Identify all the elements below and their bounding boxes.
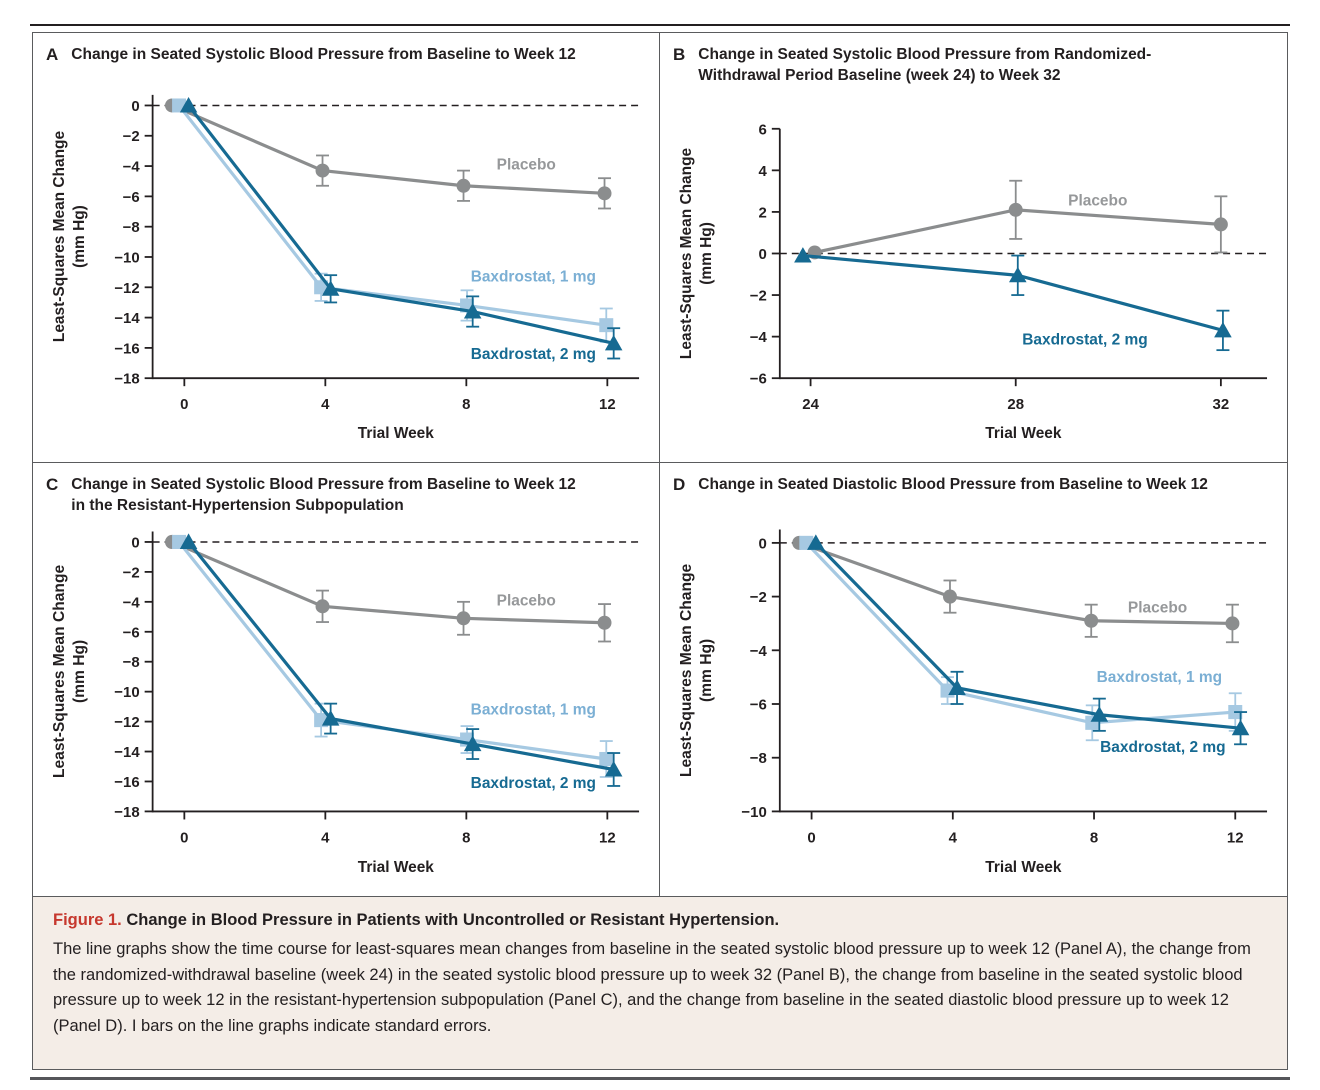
svg-text:−16: −16: [114, 774, 139, 791]
svg-text:−6: −6: [123, 624, 140, 641]
panel-d-plot: 0 −2 −4 −6 −8 −10 0 4 8 12 Trial Week Least-Squares…: [678, 529, 1268, 876]
svg-text:−4: −4: [123, 159, 141, 176]
svg-text:−10: −10: [114, 684, 139, 701]
panel-a-title: Change in Seated Systolic Blood Pressure…: [71, 46, 576, 63]
svg-text:0: 0: [131, 534, 139, 551]
figure-caption-heading: Figure 1. Change in Blood Pressure in Pa…: [53, 911, 1267, 930]
bottom-rule: [30, 1077, 1290, 1080]
svg-text:−18: −18: [114, 371, 139, 388]
svg-text:Placebo: Placebo: [1128, 599, 1187, 616]
svg-text:−4: −4: [750, 329, 768, 346]
svg-text:−2: −2: [750, 589, 767, 606]
panel-c-plot: 0 −2 −4 −6 −8 −10 −12 −14 −16 −18 0 4 8 12 Trial Week L…: [51, 531, 640, 876]
svg-text:32: 32: [1213, 396, 1230, 413]
svg-text:−4: −4: [123, 594, 141, 611]
svg-text:Trial Week: Trial Week: [985, 425, 1062, 442]
svg-text:Placebo: Placebo: [1068, 192, 1127, 209]
svg-text:−14: −14: [114, 744, 140, 761]
panel-a-header: A Change in Seated Systolic Blood Pressu…: [46, 44, 653, 66]
svg-text:−8: −8: [123, 219, 140, 236]
svg-text:2: 2: [758, 204, 766, 221]
svg-text:Placebo: Placebo: [497, 157, 556, 174]
panel-grid: A Change in Seated Systolic Blood Pressu…: [33, 33, 1287, 896]
svg-text:Trial Week: Trial Week: [358, 425, 434, 442]
svg-text:−10: −10: [741, 804, 766, 821]
svg-text:4: 4: [321, 396, 330, 413]
panel-b-header: B Change in Seated Systolic Blood Pressu…: [673, 44, 1281, 87]
svg-text:8: 8: [1090, 830, 1098, 847]
svg-text:0: 0: [807, 830, 815, 847]
svg-text:Least-Squares Mean Change(mm H: Least-Squares Mean Change (mm Hg): [51, 131, 88, 343]
svg-text:Baxdrostat, 2 mg: Baxdrostat, 2 mg: [471, 775, 596, 792]
svg-text:24: 24: [802, 396, 819, 413]
svg-text:Least-Squares Mean Change(mm H: Least-Squares Mean Change (mm Hg): [51, 564, 88, 778]
svg-text:0: 0: [758, 246, 766, 263]
svg-text:12: 12: [1227, 830, 1244, 847]
figure-caption-body: The line graphs show the time course for…: [53, 940, 1251, 1036]
svg-text:−6: −6: [750, 371, 767, 388]
figure-caption-title: Change in Blood Pressure in Patients wit…: [126, 911, 780, 929]
panel-d: D Change in Seated Diastolic Blood Press…: [660, 463, 1287, 896]
svg-text:−16: −16: [114, 340, 139, 357]
svg-text:−6: −6: [123, 189, 140, 206]
panel-b-title: Change in Seated Systolic Blood Pressure…: [698, 46, 1152, 84]
panel-a-letter: A: [46, 45, 59, 64]
svg-text:−2: −2: [123, 128, 140, 145]
svg-text:−6: −6: [750, 696, 767, 713]
panel-c: C Change in Seated Systolic Blood Pressu…: [33, 463, 660, 896]
svg-text:4: 4: [949, 830, 958, 847]
svg-text:−2: −2: [750, 288, 767, 305]
figure-number-label: Figure 1.: [53, 911, 122, 929]
svg-text:−4: −4: [750, 643, 768, 660]
figure-frame: A Change in Seated Systolic Blood Pressu…: [32, 32, 1288, 1070]
svg-text:4: 4: [321, 830, 330, 847]
svg-text:0: 0: [180, 396, 188, 413]
svg-text:0: 0: [758, 535, 766, 552]
svg-text:0: 0: [131, 98, 139, 115]
svg-text:12: 12: [599, 830, 616, 847]
svg-text:28: 28: [1007, 396, 1024, 413]
svg-text:Baxdrostat, 1 mg: Baxdrostat, 1 mg: [471, 269, 596, 286]
svg-text:−18: −18: [114, 804, 139, 821]
svg-text:8: 8: [462, 830, 470, 847]
svg-text:0: 0: [180, 830, 188, 847]
svg-text:Trial Week: Trial Week: [985, 859, 1062, 876]
svg-text:Baxdrostat, 2 mg: Baxdrostat, 2 mg: [1100, 739, 1225, 756]
svg-text:−8: −8: [123, 654, 140, 671]
panel-c-title: Change in Seated Systolic Blood Pressure…: [71, 476, 576, 514]
svg-text:−10: −10: [114, 249, 139, 266]
svg-text:−2: −2: [123, 564, 140, 581]
panel-a: A Change in Seated Systolic Blood Pressu…: [33, 33, 660, 463]
svg-text:−8: −8: [750, 750, 767, 767]
svg-text:Baxdrostat, 2 mg: Baxdrostat, 2 mg: [1022, 332, 1147, 349]
panel-d-header: D Change in Seated Diastolic Blood Press…: [673, 474, 1281, 496]
panel-b-letter: B: [673, 45, 686, 64]
svg-text:Baxdrostat, 1 mg: Baxdrostat, 1 mg: [1097, 669, 1222, 686]
svg-text:6: 6: [758, 121, 766, 138]
svg-text:−14: −14: [114, 310, 140, 327]
svg-text:12: 12: [599, 396, 616, 413]
panel-a-plot: 0 −2 −4 −6 −8 −10 −12 −14 −16 −18 0 4 8 12 Trial Week L…: [51, 94, 640, 442]
svg-text:8: 8: [462, 396, 470, 413]
svg-text:Least-Squares Mean Change(mm H: Least-Squares Mean Change (mm Hg): [678, 148, 715, 360]
svg-text:Placebo: Placebo: [497, 592, 556, 609]
svg-text:Baxdrostat, 2 mg: Baxdrostat, 2 mg: [471, 346, 596, 363]
svg-text:Trial Week: Trial Week: [358, 859, 434, 876]
svg-text:−12: −12: [114, 714, 139, 731]
panel-b: B Change in Seated Systolic Blood Pressu…: [660, 33, 1287, 463]
panel-b-plot: 6 4 2 0 −2 −4 −6 24 28 32 Trial Week Least-Squares …: [678, 121, 1268, 442]
panel-c-header: C Change in Seated Systolic Blood Pressu…: [46, 474, 653, 517]
panel-d-title: Change in Seated Diastolic Blood Pressur…: [698, 476, 1208, 493]
svg-text:Least-Squares Mean Change(mm H: Least-Squares Mean Change (mm Hg): [678, 563, 715, 777]
panel-c-letter: C: [46, 475, 59, 494]
svg-text:4: 4: [758, 163, 767, 180]
top-rule: [30, 24, 1290, 26]
svg-text:Baxdrostat, 1 mg: Baxdrostat, 1 mg: [471, 702, 596, 719]
svg-text:−12: −12: [114, 280, 139, 297]
figure-caption: Figure 1. Change in Blood Pressure in Pa…: [33, 896, 1287, 1069]
panel-d-letter: D: [673, 475, 686, 494]
